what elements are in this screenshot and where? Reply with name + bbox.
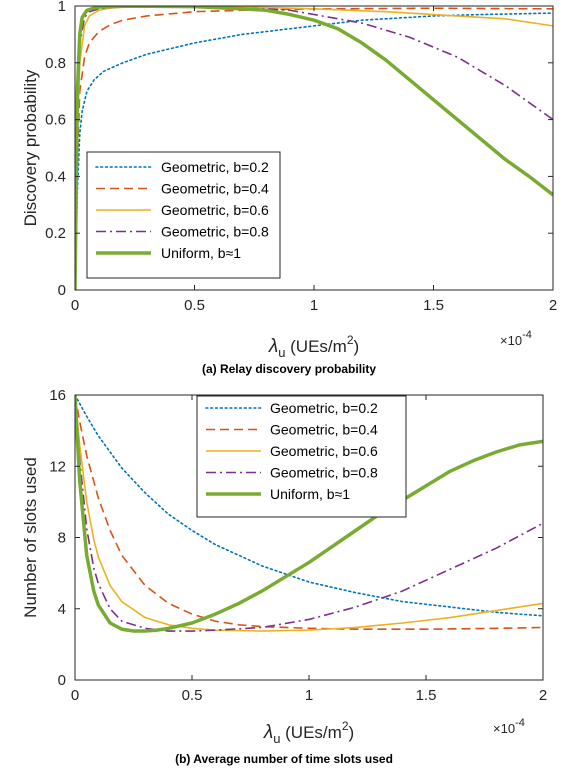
y-tick-label: 0.2	[45, 225, 66, 242]
x-tick-label: 1.5	[416, 687, 437, 704]
legend-label-5: Uniform, b≈1	[270, 486, 350, 502]
legend-label-1: Geometric, b=0.2	[270, 400, 378, 416]
series-line-1	[75, 395, 543, 617]
x-label-close: )	[349, 723, 355, 742]
figure-caption: (a) Relay discovery probability	[202, 362, 376, 376]
y-tick-label: 0.8	[45, 55, 66, 72]
legend: Geometric, b=0.2 Geometric, b=0.4 Geometri…	[196, 395, 407, 518]
series-line-5	[75, 395, 543, 633]
x-label-symbol: λ	[268, 336, 278, 357]
x-tick-label: 0.5	[182, 687, 203, 704]
figure-caption: (b) Average number of time slots used	[175, 752, 393, 766]
x-tick-label: 1	[305, 687, 313, 704]
y-tick-label: 12	[49, 458, 66, 475]
x-tick-label: 2	[549, 297, 557, 314]
y-tick-label: 4	[58, 601, 66, 618]
y-axis-label: Number of slots used	[21, 457, 40, 618]
legend-label-1: Geometric, b=0.2	[161, 159, 269, 175]
legend-label-3: Geometric, b=0.6	[161, 202, 269, 218]
chart-panel-a: 0 0.5 1 1.5 2 0 0.2 0.4 0.6 0.8 1 Discovery probabi…	[21, 0, 557, 376]
y-tick-label: 16	[49, 387, 66, 404]
x-tick-label: 2	[539, 687, 547, 704]
x-label-units: (UEs/m	[285, 337, 346, 356]
y-tick-label: 1	[58, 0, 66, 15]
x-axis-label: λu (UEs/m2)	[263, 719, 354, 746]
series-line-4	[75, 395, 543, 632]
multiplier-exponent: -4	[515, 717, 525, 729]
series-line-5	[75, 6, 553, 290]
y-tick-label: 0	[58, 282, 66, 299]
legend: Geometric, b=0.2 Geometric, b=0.4 Geometri…	[86, 151, 281, 279]
legend-box	[196, 395, 407, 518]
legend-label-4: Geometric, b=0.8	[161, 224, 269, 240]
legend-label-4: Geometric, b=0.8	[270, 465, 378, 481]
multiplier-base: ×10	[493, 721, 515, 736]
multiplier-exponent: -4	[522, 329, 532, 341]
legend-label-3: Geometric, b=0.6	[270, 443, 378, 459]
x-axis-multiplier: ×10-4	[500, 329, 532, 348]
x-tick-label: 1.5	[423, 297, 444, 314]
x-label-subscript: u	[278, 345, 285, 360]
x-tick-label: 0.5	[184, 297, 205, 314]
series-line-1	[75, 12, 553, 290]
x-label-close: )	[354, 337, 360, 356]
y-axis-label: Discovery probability	[21, 69, 40, 226]
x-axis-multiplier: ×10-4	[493, 717, 525, 736]
y-tick-label: 0.6	[45, 112, 66, 129]
x-label-symbol: λ	[263, 722, 273, 743]
y-tick-label: 8	[58, 530, 66, 547]
x-tick-label: 0	[71, 687, 79, 704]
x-label-superscript: 2	[342, 719, 349, 733]
multiplier-base: ×10	[500, 333, 522, 348]
legend-label-2: Geometric, b=0.4	[270, 422, 378, 438]
x-tick-label: 1	[310, 297, 318, 314]
x-axis-label: λu (UEs/m2)	[268, 333, 359, 360]
chart-panel-b: 0 0.5 1 1.5 2 0 4 8 12 16 Number of slots used λu (…	[21, 387, 547, 766]
legend-label-2: Geometric, b=0.4	[161, 181, 269, 197]
legend-box	[86, 151, 281, 279]
y-tick-label: 0	[58, 672, 66, 689]
x-label-units: (UEs/m	[280, 723, 341, 742]
x-label-subscript: u	[273, 731, 280, 746]
legend-label-5: Uniform, b≈1	[161, 245, 241, 261]
y-tick-label: 0.4	[45, 168, 66, 185]
x-label-superscript: 2	[347, 333, 354, 347]
x-tick-label: 0	[71, 297, 79, 314]
series-line-2	[75, 395, 543, 631]
